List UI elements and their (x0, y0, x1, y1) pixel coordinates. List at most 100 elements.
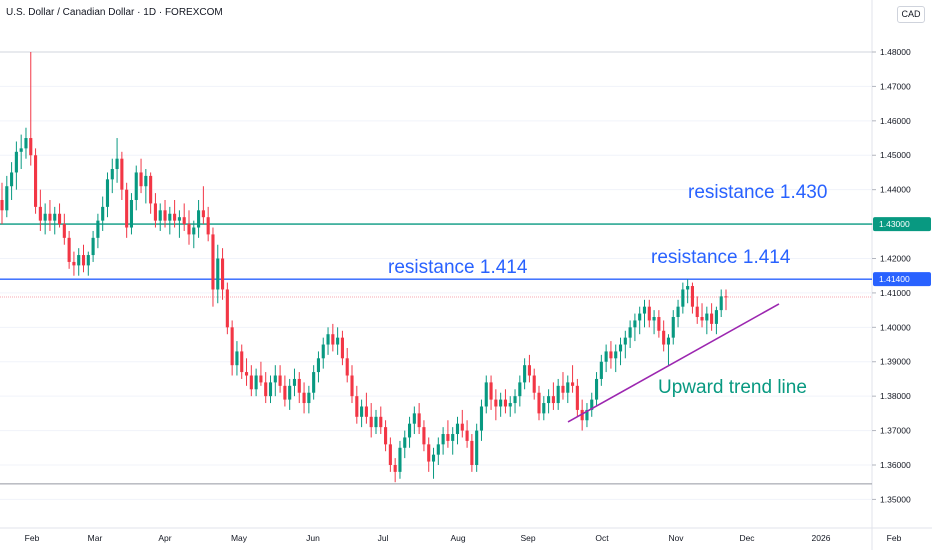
candle (355, 385, 359, 424)
candle (499, 392, 503, 417)
time-tick-label: Oct (595, 533, 609, 543)
time-tick-label: Feb (887, 533, 902, 543)
candle (618, 337, 623, 366)
candle (690, 282, 694, 314)
candle (523, 358, 527, 390)
candle (244, 358, 249, 386)
price-axis[interactable]: 1.48000 1.47000 1.46000 1.45000 1.44000 1.430… (872, 47, 931, 504)
candle (388, 437, 392, 472)
price-label-tag (873, 217, 931, 232)
candle (48, 199, 52, 231)
candle (38, 189, 42, 231)
price-tick-label: 1.42000 (880, 253, 911, 263)
candle (484, 375, 488, 414)
candle (139, 158, 143, 194)
candle (158, 203, 162, 231)
candle (254, 368, 258, 397)
candle (364, 392, 368, 424)
candle (518, 375, 522, 407)
candle (62, 213, 66, 245)
annotation-text: Upward trend line (658, 377, 807, 398)
candle (211, 227, 215, 307)
candle (129, 193, 134, 235)
candle (326, 327, 330, 355)
candle (278, 365, 282, 393)
price-tick-label: 1.45000 (880, 150, 911, 160)
candle (681, 282, 685, 314)
candle (633, 313, 637, 342)
candle (120, 151, 124, 200)
candle (5, 175, 9, 218)
candle (585, 403, 589, 428)
candle (259, 361, 263, 386)
candle (101, 196, 105, 231)
candle (316, 351, 321, 383)
candle (53, 206, 57, 235)
candle (216, 244, 220, 304)
candle (455, 416, 460, 445)
annotation-text: resistance 1.414 (651, 247, 791, 268)
candle (475, 423, 479, 472)
candle (647, 299, 651, 328)
time-tick-label: Aug (450, 533, 465, 543)
candle (240, 344, 244, 379)
candle (547, 389, 551, 414)
candle (14, 141, 18, 190)
candle (10, 162, 14, 200)
candle (407, 416, 412, 448)
candle (149, 172, 153, 214)
candle (503, 389, 508, 414)
currency-badge[interactable]: CAD (897, 6, 925, 23)
candle (264, 372, 268, 404)
candle (398, 440, 402, 479)
candle (336, 327, 340, 355)
candle (283, 375, 287, 407)
candle (153, 193, 157, 228)
price-tick-label: 1.46000 (880, 116, 911, 126)
candle (470, 434, 474, 472)
candle (288, 378, 292, 410)
time-tick-label: 2026 (812, 533, 831, 543)
candle (551, 382, 555, 410)
candle (177, 210, 181, 238)
trend-line[interactable] (567, 303, 780, 423)
candle (86, 251, 90, 276)
candle (532, 368, 536, 400)
candle (686, 279, 690, 304)
candle (599, 354, 603, 386)
candle (19, 134, 23, 170)
price-label-tag (873, 272, 931, 287)
candle (614, 344, 618, 373)
candle (34, 148, 38, 214)
candle (724, 289, 728, 311)
candle (412, 406, 416, 435)
candle (96, 213, 100, 249)
candle (340, 330, 344, 366)
candle (431, 447, 436, 479)
candle (527, 354, 531, 383)
candle (0, 182, 4, 225)
candle (604, 344, 608, 373)
candle (513, 389, 517, 414)
time-axis[interactable]: Feb Mar Apr May Jun Jul Aug Sep Oct Nov Dec 2026 Feb (25, 533, 902, 543)
candle (350, 365, 354, 404)
candle (225, 282, 229, 335)
candle (479, 399, 484, 441)
candle (206, 206, 210, 242)
time-tick-label: Dec (739, 533, 755, 543)
candle (638, 306, 642, 335)
candle (623, 330, 627, 359)
candle (163, 199, 167, 228)
price-tick-label: 1.40000 (880, 322, 911, 332)
candle (297, 372, 301, 404)
candle (671, 310, 675, 345)
annotation-text: resistance 1.414 (388, 257, 528, 278)
annotations: resistance 1.430 resistance 1.414 resistan… (388, 182, 827, 398)
price-tick-label: 1.36000 (880, 460, 911, 470)
symbol-title[interactable]: U.S. Dollar / Canadian Dollar · 1D · FOR… (6, 7, 223, 18)
candle (182, 203, 186, 231)
candle (422, 420, 426, 452)
candle (249, 365, 253, 397)
candle (201, 186, 205, 225)
